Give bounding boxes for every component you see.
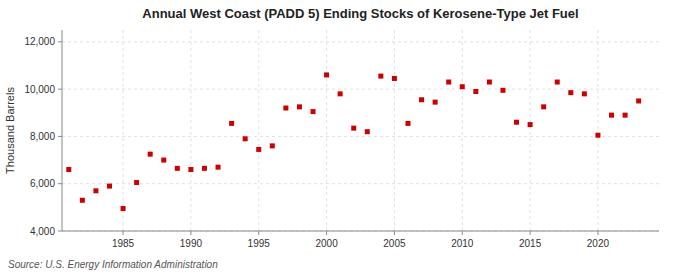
grid-line — [394, 30, 395, 231]
background — [0, 0, 675, 275]
tick-label: 2000 — [315, 238, 338, 249]
point — [270, 143, 275, 148]
point — [609, 113, 614, 118]
tick-label: 1990 — [180, 238, 203, 249]
point — [243, 136, 248, 141]
point — [514, 120, 519, 125]
tick — [462, 231, 463, 235]
point — [500, 88, 505, 93]
tick-label: 2005 — [383, 238, 406, 249]
grid-line — [597, 30, 598, 231]
grid-line — [62, 231, 659, 232]
tick-label: 1985 — [112, 238, 135, 249]
point — [175, 166, 180, 171]
tick — [58, 136, 62, 137]
tick — [326, 231, 327, 235]
point — [338, 91, 343, 96]
point — [555, 80, 560, 85]
point — [365, 129, 370, 134]
grid-line — [62, 41, 659, 42]
point — [419, 97, 424, 102]
point — [121, 206, 126, 211]
tick-label: 2010 — [451, 238, 474, 249]
point — [283, 106, 288, 111]
tick-label: 2020 — [587, 238, 610, 249]
point — [541, 104, 546, 109]
tick-label: 1995 — [248, 238, 271, 249]
tick — [58, 41, 62, 42]
point — [351, 126, 356, 131]
point — [433, 100, 438, 105]
point — [487, 80, 492, 85]
grid-line — [62, 136, 659, 137]
tick — [58, 231, 62, 232]
point — [107, 184, 112, 189]
point — [188, 167, 193, 172]
chart: 4,000 6,000 8,000 10,000 12,000 1985 1990 1995 2… — [0, 0, 675, 275]
grid-line — [462, 30, 463, 231]
tick — [258, 231, 259, 235]
y-axis-line — [62, 30, 63, 231]
point — [202, 166, 207, 171]
point — [568, 90, 573, 95]
annotation: Source: U.S. Energy Information Administ… — [8, 259, 218, 270]
point — [134, 180, 139, 185]
point — [595, 133, 600, 138]
point — [148, 152, 153, 157]
tick — [530, 231, 531, 235]
tick-label: 2015 — [519, 238, 542, 249]
point — [216, 165, 221, 170]
point — [473, 89, 478, 94]
point — [528, 122, 533, 127]
point — [256, 147, 261, 152]
point — [405, 121, 410, 126]
tick — [597, 231, 598, 235]
title: Annual West Coast (PADD 5) Ending Stocks… — [142, 6, 578, 21]
grid-line — [326, 30, 327, 231]
x-axis-line — [62, 231, 659, 232]
tick — [123, 231, 124, 235]
tick-label: 4,000 — [30, 226, 55, 237]
tick-label: 8,000 — [30, 131, 55, 142]
grid-line — [530, 30, 531, 231]
point — [229, 121, 234, 126]
grid-line — [258, 30, 259, 231]
point — [311, 109, 316, 114]
tick-label: 6,000 — [30, 178, 55, 189]
tick — [58, 183, 62, 184]
point — [66, 167, 71, 172]
point — [297, 104, 302, 109]
tick — [190, 231, 191, 235]
point — [378, 74, 383, 79]
tick — [58, 89, 62, 90]
point — [582, 91, 587, 96]
point — [324, 72, 329, 77]
point — [392, 76, 397, 81]
grid-line — [62, 183, 659, 184]
y-axis-label: Thousand Barrels — [4, 87, 16, 174]
points — [66, 72, 641, 211]
grid-line — [190, 30, 191, 231]
point — [446, 80, 451, 85]
grid-line — [62, 89, 659, 90]
point — [636, 98, 641, 103]
point — [623, 113, 628, 118]
point — [161, 158, 166, 163]
tick-label: 12,000 — [24, 36, 55, 47]
tick-label: 10,000 — [24, 84, 55, 95]
grid — [62, 30, 659, 231]
point — [93, 188, 98, 193]
tick — [394, 231, 395, 235]
point — [80, 198, 85, 203]
grid-line — [123, 30, 124, 231]
point — [460, 84, 465, 89]
